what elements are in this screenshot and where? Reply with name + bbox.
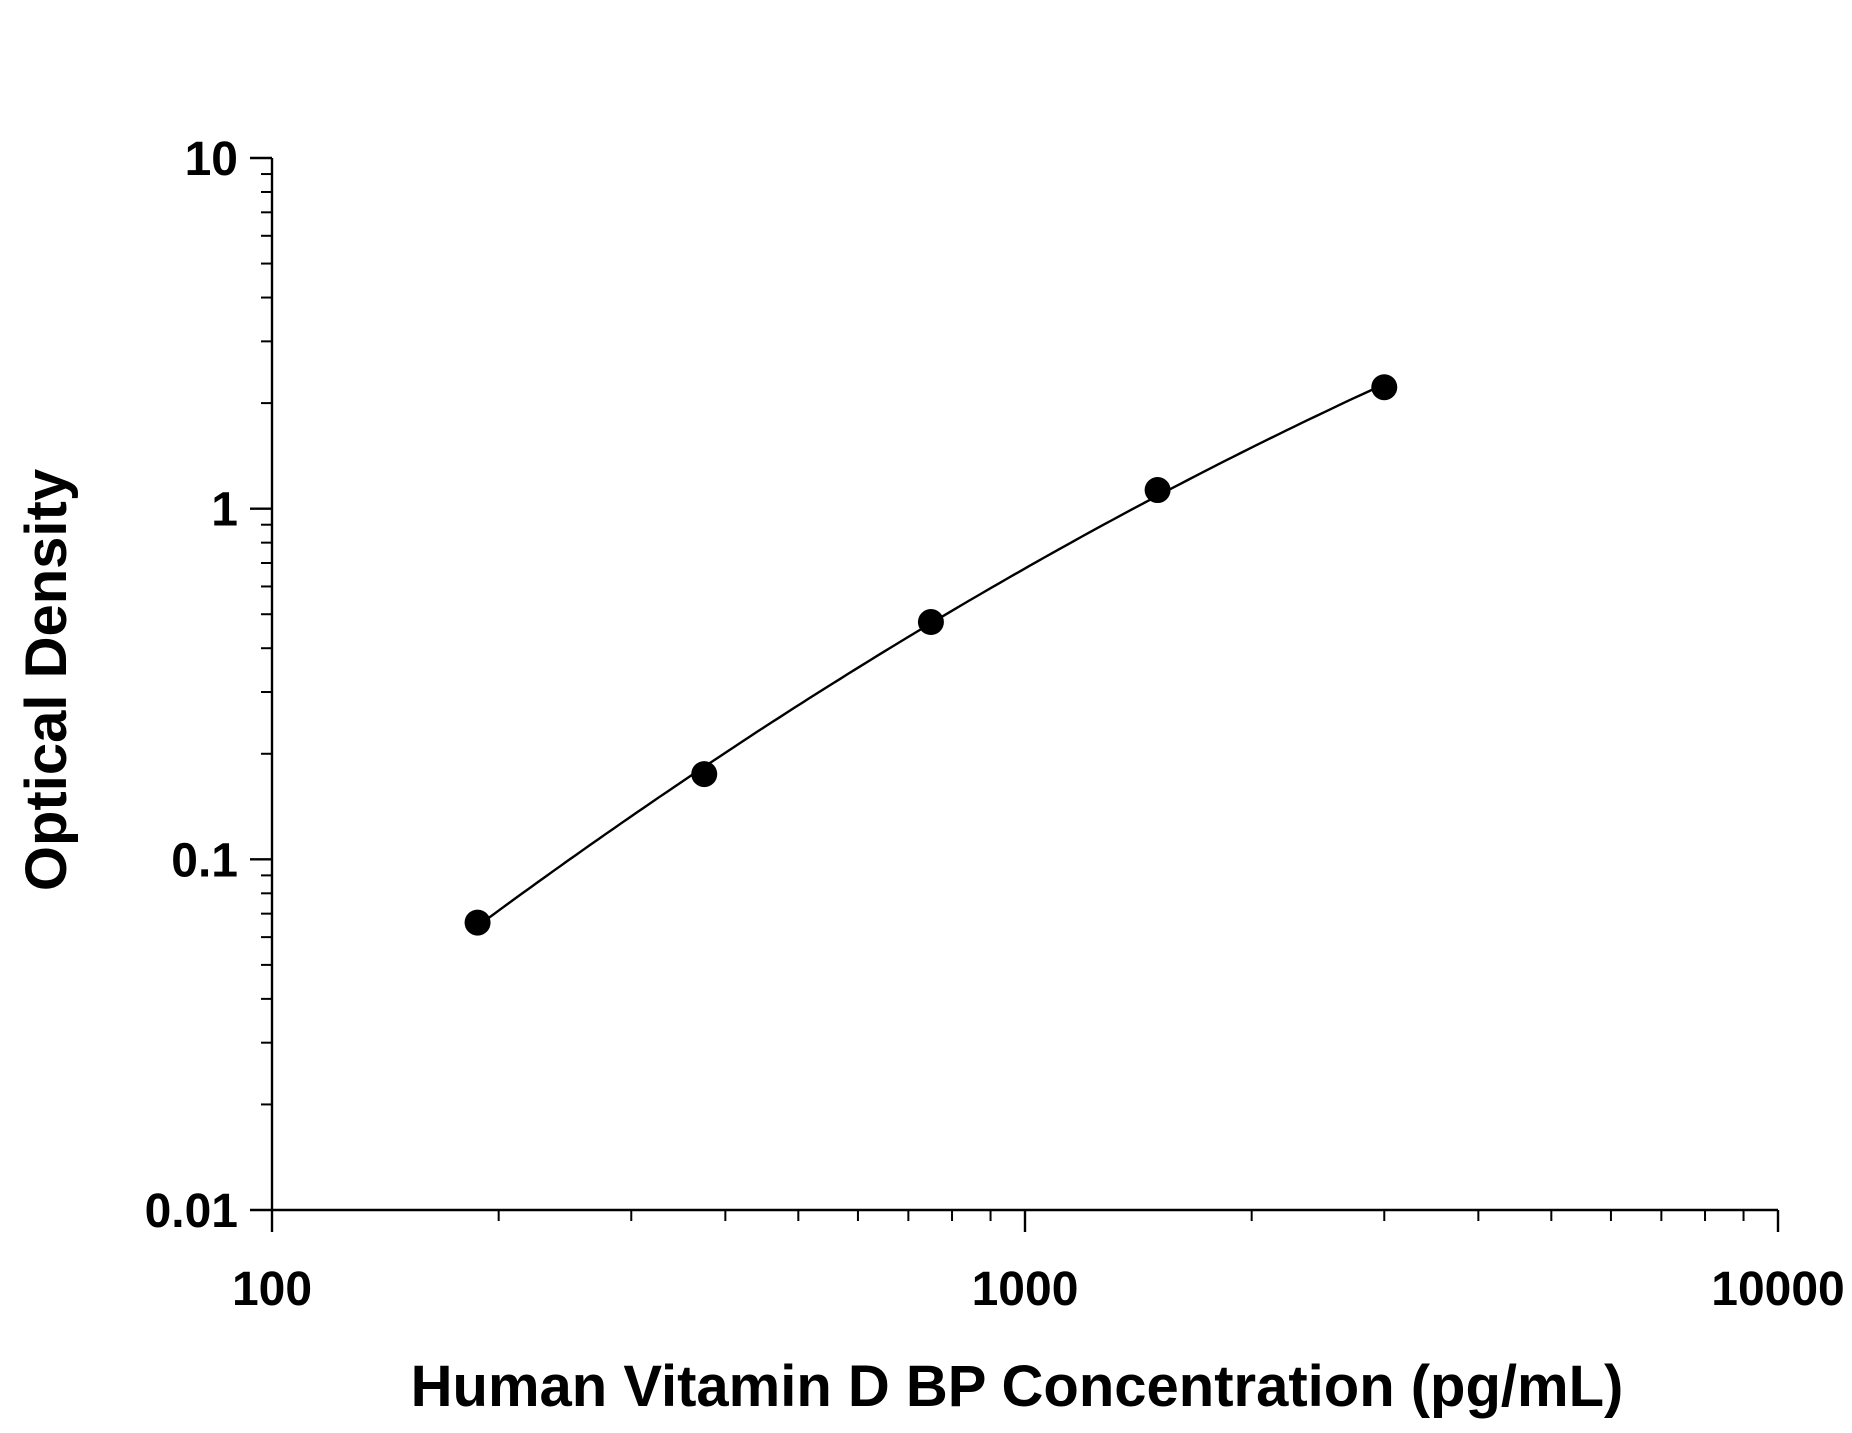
y-axis-ticks [250, 156, 272, 1212]
x-axis-ticks [270, 1210, 1780, 1232]
x-tick-label: 1000 [972, 1263, 1079, 1316]
x-axis-tick-labels: 100 1000 10000 [232, 1263, 1845, 1316]
y-axis-title: Optical Density [14, 469, 79, 891]
x-axis-title: Human Vitamin D BP Concentration (pg/mL) [411, 1354, 1624, 1419]
x-tick-label: 100 [232, 1263, 312, 1316]
y-tick-label: 0.01 [145, 1185, 238, 1238]
data-point [1371, 374, 1398, 401]
y-axis-tick-labels: 0.01 0.1 1 10 [145, 133, 238, 1238]
y-tick-label: 10 [185, 133, 238, 186]
y-tick-label: 1 [211, 484, 238, 537]
y-tick-label: 0.1 [171, 834, 238, 887]
data-point [917, 609, 944, 636]
axes [270, 158, 1778, 1212]
data-points [464, 374, 1398, 936]
fit-curve [476, 383, 1385, 928]
data-point [464, 909, 491, 936]
x-tick-label: 10000 [1711, 1263, 1844, 1316]
data-point [691, 761, 718, 788]
data-point [1144, 477, 1171, 504]
